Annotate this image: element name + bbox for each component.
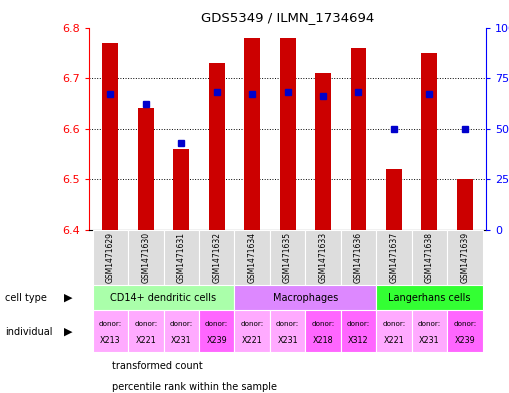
Text: donor:: donor: <box>453 321 476 327</box>
Text: donor:: donor: <box>276 321 299 327</box>
Text: ▶: ▶ <box>65 293 73 303</box>
Text: GSM1471639: GSM1471639 <box>460 232 469 283</box>
Text: X218: X218 <box>313 336 333 345</box>
Text: GSM1471631: GSM1471631 <box>177 232 186 283</box>
Bar <box>93 285 235 310</box>
Bar <box>447 230 483 285</box>
Bar <box>341 310 376 352</box>
Text: GSM1471634: GSM1471634 <box>248 232 257 283</box>
Bar <box>270 310 305 352</box>
Text: transformed count: transformed count <box>112 361 203 371</box>
Text: GSM1471632: GSM1471632 <box>212 232 221 283</box>
Bar <box>447 310 483 352</box>
Text: donor:: donor: <box>241 321 264 327</box>
Bar <box>457 179 473 230</box>
Bar <box>279 38 296 230</box>
Bar <box>163 230 199 285</box>
Bar <box>305 230 341 285</box>
Text: GSM1471629: GSM1471629 <box>106 232 115 283</box>
Bar <box>412 310 447 352</box>
Text: GSM1471635: GSM1471635 <box>283 232 292 283</box>
Text: X239: X239 <box>455 336 475 345</box>
Text: donor:: donor: <box>312 321 334 327</box>
Bar <box>235 310 270 352</box>
Bar <box>341 230 376 285</box>
Bar <box>376 310 412 352</box>
Text: X239: X239 <box>206 336 227 345</box>
Text: percentile rank within the sample: percentile rank within the sample <box>112 382 277 392</box>
Bar <box>93 230 128 285</box>
Bar <box>305 310 341 352</box>
Bar <box>163 310 199 352</box>
Bar <box>351 48 366 230</box>
Bar <box>209 63 224 230</box>
Bar <box>315 73 331 230</box>
Bar <box>199 310 235 352</box>
Bar <box>376 285 483 310</box>
Text: donor:: donor: <box>169 321 193 327</box>
Text: X221: X221 <box>242 336 263 345</box>
Bar <box>93 310 128 352</box>
Bar <box>412 230 447 285</box>
Bar <box>386 169 402 230</box>
Bar <box>235 285 376 310</box>
Text: GSM1471638: GSM1471638 <box>425 232 434 283</box>
Text: ▶: ▶ <box>65 327 73 337</box>
Bar <box>102 43 118 230</box>
Text: donor:: donor: <box>205 321 229 327</box>
Text: X221: X221 <box>135 336 156 345</box>
Text: CD14+ dendritic cells: CD14+ dendritic cells <box>110 293 216 303</box>
Text: Macrophages: Macrophages <box>273 293 338 303</box>
Text: cell type: cell type <box>5 293 47 303</box>
Text: individual: individual <box>5 327 52 337</box>
Bar <box>173 149 189 230</box>
Bar <box>235 230 270 285</box>
Text: donor:: donor: <box>382 321 406 327</box>
Text: X213: X213 <box>100 336 121 345</box>
Title: GDS5349 / ILMN_1734694: GDS5349 / ILMN_1734694 <box>201 11 374 24</box>
Bar <box>138 108 154 230</box>
Text: donor:: donor: <box>134 321 157 327</box>
Bar <box>376 230 412 285</box>
Text: X231: X231 <box>419 336 440 345</box>
Bar <box>421 53 437 230</box>
Bar <box>128 230 163 285</box>
Text: donor:: donor: <box>418 321 441 327</box>
Text: X312: X312 <box>348 336 369 345</box>
Bar <box>270 230 305 285</box>
Text: X231: X231 <box>277 336 298 345</box>
Bar <box>244 38 260 230</box>
Text: Langerhans cells: Langerhans cells <box>388 293 471 303</box>
Bar <box>199 230 235 285</box>
Text: GSM1471637: GSM1471637 <box>389 232 399 283</box>
Text: X221: X221 <box>384 336 404 345</box>
Text: GSM1471636: GSM1471636 <box>354 232 363 283</box>
Bar <box>128 310 163 352</box>
Text: GSM1471630: GSM1471630 <box>142 232 150 283</box>
Text: X231: X231 <box>171 336 191 345</box>
Text: donor:: donor: <box>99 321 122 327</box>
Text: donor:: donor: <box>347 321 370 327</box>
Text: GSM1471633: GSM1471633 <box>319 232 327 283</box>
